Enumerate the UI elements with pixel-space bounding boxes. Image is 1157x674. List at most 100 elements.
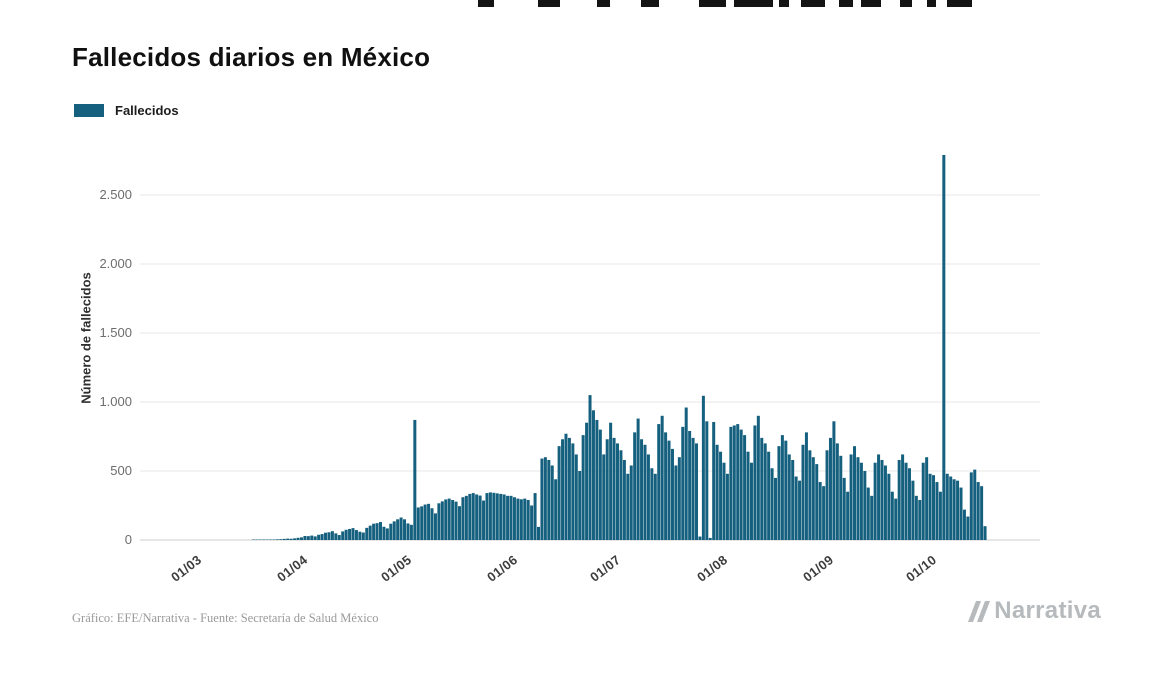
bar[interactable] (921, 462, 925, 540)
bar[interactable] (557, 446, 561, 540)
bar[interactable] (272, 539, 276, 540)
bar[interactable] (420, 506, 424, 540)
bar[interactable] (688, 430, 692, 540)
bar[interactable] (942, 154, 946, 541)
bar[interactable] (787, 454, 791, 540)
bar[interactable] (859, 462, 863, 540)
bar[interactable] (365, 527, 369, 540)
bar[interactable] (626, 473, 630, 540)
bar[interactable] (403, 519, 407, 540)
bar[interactable] (667, 440, 671, 540)
bar[interactable] (969, 472, 973, 540)
bar[interactable] (303, 536, 307, 540)
bar[interactable] (416, 507, 420, 540)
bar[interactable] (828, 437, 832, 540)
bar[interactable] (749, 462, 753, 540)
bar[interactable] (835, 443, 839, 540)
bar[interactable] (653, 473, 657, 540)
bar[interactable] (976, 482, 980, 540)
bar[interactable] (949, 476, 953, 540)
bar[interactable] (791, 459, 795, 540)
bar[interactable] (588, 395, 592, 540)
bar[interactable] (574, 454, 578, 540)
bar[interactable] (980, 486, 984, 540)
bar[interactable] (471, 493, 475, 540)
bar[interactable] (279, 539, 283, 540)
bar[interactable] (444, 499, 448, 540)
bar[interactable] (509, 495, 513, 540)
bar[interactable] (825, 450, 829, 540)
bar[interactable] (368, 525, 372, 540)
bar[interactable] (306, 536, 310, 540)
bar[interactable] (883, 465, 887, 540)
bar[interactable] (863, 471, 867, 540)
bar[interactable] (729, 426, 733, 540)
bar[interactable] (296, 537, 300, 540)
bar[interactable] (808, 450, 812, 540)
bar[interactable] (956, 480, 960, 540)
bar[interactable] (616, 443, 619, 540)
bar[interactable] (464, 495, 468, 540)
bar[interactable] (842, 477, 846, 540)
bar[interactable] (657, 424, 661, 540)
bar[interactable] (945, 473, 949, 540)
bar[interactable] (440, 501, 444, 540)
bar[interactable] (526, 499, 530, 540)
bar[interactable] (561, 439, 565, 540)
bar[interactable] (897, 459, 901, 540)
bar[interactable] (629, 465, 633, 540)
bar[interactable] (887, 473, 891, 540)
bar[interactable] (966, 516, 970, 540)
bar[interactable] (873, 462, 877, 540)
bar[interactable] (313, 536, 317, 540)
bar[interactable] (430, 508, 434, 540)
bar[interactable] (725, 473, 729, 540)
bar[interactable] (935, 482, 939, 540)
bar[interactable] (392, 521, 396, 540)
bar[interactable] (447, 498, 451, 540)
bar[interactable] (763, 443, 767, 540)
bar[interactable] (358, 531, 362, 540)
bar[interactable] (389, 523, 393, 540)
bar[interactable] (478, 495, 482, 540)
bar[interactable] (354, 530, 358, 540)
bar[interactable] (348, 528, 352, 540)
bar[interactable] (832, 421, 836, 540)
bar[interactable] (337, 535, 341, 540)
bar[interactable] (925, 457, 929, 540)
bar[interactable] (877, 454, 881, 540)
bar[interactable] (492, 492, 496, 540)
bar[interactable] (406, 523, 410, 540)
bar[interactable] (973, 469, 977, 540)
bar[interactable] (385, 528, 389, 540)
bar[interactable] (451, 499, 455, 540)
bar[interactable] (499, 493, 503, 540)
bar[interactable] (846, 491, 850, 540)
bar[interactable] (660, 415, 664, 540)
bar[interactable] (399, 517, 403, 540)
bar[interactable] (815, 464, 819, 540)
bar[interactable] (344, 529, 348, 540)
bar[interactable] (894, 498, 898, 540)
bar[interactable] (739, 429, 743, 540)
bar[interactable] (502, 494, 506, 540)
bar[interactable] (798, 480, 802, 540)
bar[interactable] (918, 499, 922, 540)
bar[interactable] (454, 501, 458, 540)
bar[interactable] (684, 407, 688, 540)
bar[interactable] (564, 433, 568, 540)
bar[interactable] (938, 491, 942, 540)
bar[interactable] (743, 435, 747, 540)
bar[interactable] (578, 471, 582, 540)
bar[interactable] (512, 497, 516, 540)
bar[interactable] (818, 482, 822, 540)
bar[interactable] (427, 503, 431, 540)
bar[interactable] (681, 426, 685, 540)
bar[interactable] (330, 531, 334, 540)
bar[interactable] (519, 499, 523, 540)
bar[interactable] (585, 422, 589, 540)
bar[interactable] (774, 477, 778, 540)
bar[interactable] (928, 473, 932, 540)
bar[interactable] (633, 432, 637, 540)
bar[interactable] (533, 493, 537, 540)
